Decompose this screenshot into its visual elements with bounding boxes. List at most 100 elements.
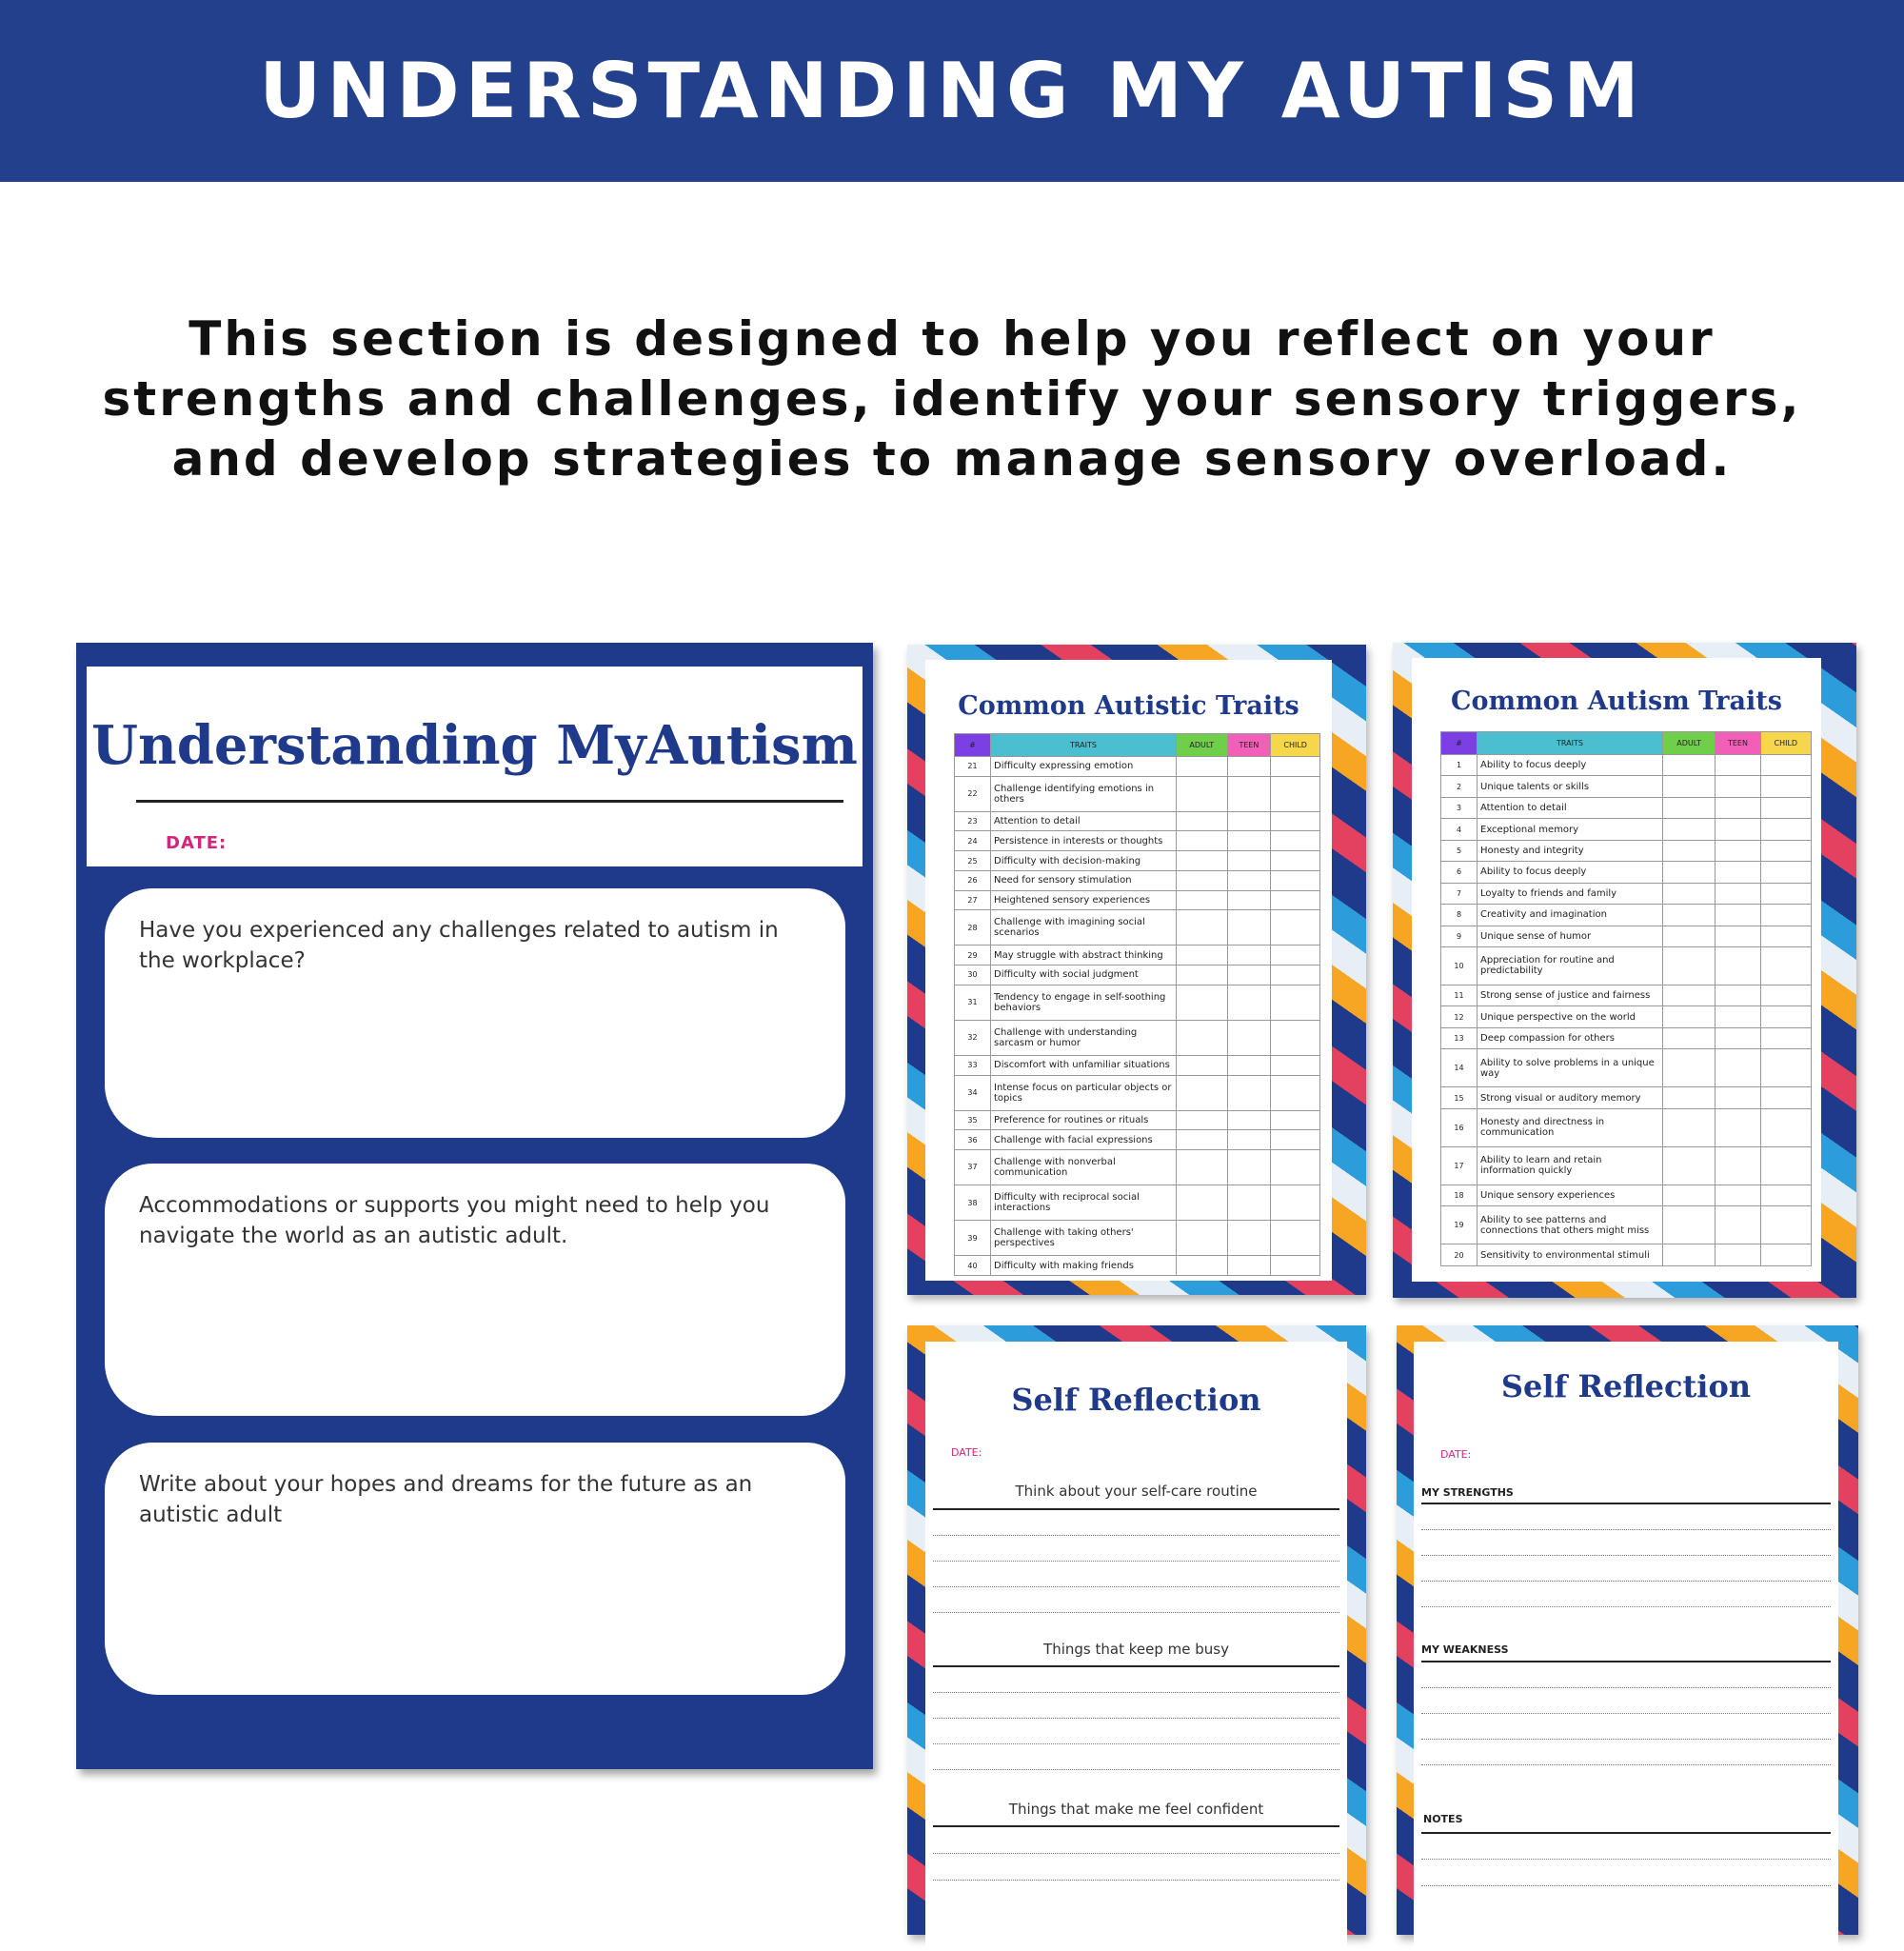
adult-checkbox-cell[interactable]	[1176, 775, 1228, 812]
child-checkbox-cell[interactable]	[1759, 861, 1813, 884]
adult-checkbox-cell[interactable]	[1661, 984, 1716, 1007]
teen-checkbox-cell[interactable]	[1715, 818, 1761, 841]
child-checkbox-cell[interactable]	[1759, 1184, 1813, 1207]
adult-checkbox-cell[interactable]	[1661, 1145, 1716, 1185]
adult-checkbox-cell[interactable]	[1661, 1107, 1716, 1147]
teen-checkbox-cell[interactable]	[1715, 946, 1761, 986]
adult-checkbox-cell[interactable]	[1176, 810, 1228, 832]
child-checkbox-cell[interactable]	[1270, 945, 1320, 966]
teen-checkbox-cell[interactable]	[1226, 850, 1272, 871]
adult-checkbox-cell[interactable]	[1661, 775, 1716, 798]
adult-checkbox-cell[interactable]	[1661, 1205, 1716, 1245]
adult-checkbox-cell[interactable]	[1176, 965, 1228, 985]
teen-checkbox-cell[interactable]	[1226, 756, 1272, 777]
child-checkbox-cell[interactable]	[1759, 882, 1813, 906]
child-checkbox-cell[interactable]	[1759, 904, 1813, 926]
teen-checkbox-cell[interactable]	[1226, 830, 1272, 852]
adult-checkbox-cell[interactable]	[1661, 904, 1716, 926]
teen-checkbox-cell[interactable]	[1226, 889, 1272, 911]
child-checkbox-cell[interactable]	[1270, 1019, 1320, 1056]
adult-checkbox-cell[interactable]	[1661, 1184, 1716, 1207]
teen-checkbox-cell[interactable]	[1715, 775, 1761, 798]
adult-checkbox-cell[interactable]	[1176, 1184, 1228, 1222]
child-checkbox-cell[interactable]	[1270, 869, 1320, 891]
teen-checkbox-cell[interactable]	[1715, 1205, 1761, 1245]
child-checkbox-cell[interactable]	[1270, 1184, 1320, 1222]
adult-checkbox-cell[interactable]	[1661, 861, 1716, 884]
child-checkbox-cell[interactable]	[1270, 1129, 1320, 1150]
adult-checkbox-cell[interactable]	[1176, 1255, 1228, 1276]
teen-checkbox-cell[interactable]	[1715, 1184, 1761, 1207]
teen-checkbox-cell[interactable]	[1226, 1054, 1272, 1076]
teen-checkbox-cell[interactable]	[1715, 1086, 1761, 1109]
child-checkbox-cell[interactable]	[1759, 839, 1813, 863]
teen-checkbox-cell[interactable]	[1226, 869, 1272, 891]
teen-checkbox-cell[interactable]	[1715, 1107, 1761, 1147]
teen-checkbox-cell[interactable]	[1226, 984, 1272, 1021]
child-checkbox-cell[interactable]	[1759, 775, 1813, 798]
child-checkbox-cell[interactable]	[1759, 1205, 1813, 1245]
child-checkbox-cell[interactable]	[1270, 965, 1320, 985]
child-checkbox-cell[interactable]	[1759, 984, 1813, 1007]
child-checkbox-cell[interactable]	[1759, 796, 1813, 820]
adult-checkbox-cell[interactable]	[1176, 909, 1228, 946]
adult-checkbox-cell[interactable]	[1176, 945, 1228, 966]
child-checkbox-cell[interactable]	[1270, 889, 1320, 911]
teen-checkbox-cell[interactable]	[1226, 1220, 1272, 1257]
adult-checkbox-cell[interactable]	[1176, 1220, 1228, 1257]
teen-checkbox-cell[interactable]	[1226, 1148, 1272, 1186]
adult-checkbox-cell[interactable]	[1176, 850, 1228, 871]
adult-checkbox-cell[interactable]	[1661, 882, 1716, 906]
child-checkbox-cell[interactable]	[1759, 1086, 1813, 1109]
child-checkbox-cell[interactable]	[1759, 753, 1813, 777]
adult-checkbox-cell[interactable]	[1176, 1074, 1228, 1111]
adult-checkbox-cell[interactable]	[1176, 1129, 1228, 1150]
teen-checkbox-cell[interactable]	[1715, 839, 1761, 863]
child-checkbox-cell[interactable]	[1270, 1074, 1320, 1111]
teen-checkbox-cell[interactable]	[1715, 1048, 1761, 1088]
teen-checkbox-cell[interactable]	[1715, 1145, 1761, 1185]
child-checkbox-cell[interactable]	[1270, 775, 1320, 812]
child-checkbox-cell[interactable]	[1270, 756, 1320, 777]
teen-checkbox-cell[interactable]	[1715, 1026, 1761, 1050]
child-checkbox-cell[interactable]	[1759, 1005, 1813, 1028]
child-checkbox-cell[interactable]	[1759, 818, 1813, 841]
child-checkbox-cell[interactable]	[1270, 909, 1320, 946]
adult-checkbox-cell[interactable]	[1176, 889, 1228, 911]
adult-checkbox-cell[interactable]	[1176, 1054, 1228, 1076]
teen-checkbox-cell[interactable]	[1226, 1184, 1272, 1222]
teen-checkbox-cell[interactable]	[1226, 945, 1272, 966]
child-checkbox-cell[interactable]	[1759, 1145, 1813, 1185]
adult-checkbox-cell[interactable]	[1661, 1026, 1716, 1050]
adult-checkbox-cell[interactable]	[1661, 1244, 1716, 1266]
adult-checkbox-cell[interactable]	[1176, 756, 1228, 777]
teen-checkbox-cell[interactable]	[1715, 882, 1761, 906]
adult-checkbox-cell[interactable]	[1176, 869, 1228, 891]
teen-checkbox-cell[interactable]	[1715, 1244, 1761, 1266]
teen-checkbox-cell[interactable]	[1226, 1129, 1272, 1150]
teen-checkbox-cell[interactable]	[1226, 1255, 1272, 1276]
child-checkbox-cell[interactable]	[1759, 1026, 1813, 1050]
teen-checkbox-cell[interactable]	[1226, 965, 1272, 985]
child-checkbox-cell[interactable]	[1759, 1048, 1813, 1088]
adult-checkbox-cell[interactable]	[1661, 925, 1716, 947]
child-checkbox-cell[interactable]	[1270, 1109, 1320, 1131]
child-checkbox-cell[interactable]	[1270, 830, 1320, 852]
teen-checkbox-cell[interactable]	[1226, 775, 1272, 812]
adult-checkbox-cell[interactable]	[1661, 946, 1716, 986]
teen-checkbox-cell[interactable]	[1715, 904, 1761, 926]
adult-checkbox-cell[interactable]	[1661, 753, 1716, 777]
child-checkbox-cell[interactable]	[1759, 1107, 1813, 1147]
child-checkbox-cell[interactable]	[1759, 925, 1813, 947]
teen-checkbox-cell[interactable]	[1715, 1005, 1761, 1028]
adult-checkbox-cell[interactable]	[1176, 1019, 1228, 1056]
adult-checkbox-cell[interactable]	[1661, 818, 1716, 841]
child-checkbox-cell[interactable]	[1270, 810, 1320, 832]
child-checkbox-cell[interactable]	[1270, 1148, 1320, 1186]
teen-checkbox-cell[interactable]	[1226, 909, 1272, 946]
teen-checkbox-cell[interactable]	[1226, 1074, 1272, 1111]
child-checkbox-cell[interactable]	[1270, 984, 1320, 1021]
adult-checkbox-cell[interactable]	[1176, 1109, 1228, 1131]
child-checkbox-cell[interactable]	[1270, 1054, 1320, 1076]
adult-checkbox-cell[interactable]	[1661, 1048, 1716, 1088]
